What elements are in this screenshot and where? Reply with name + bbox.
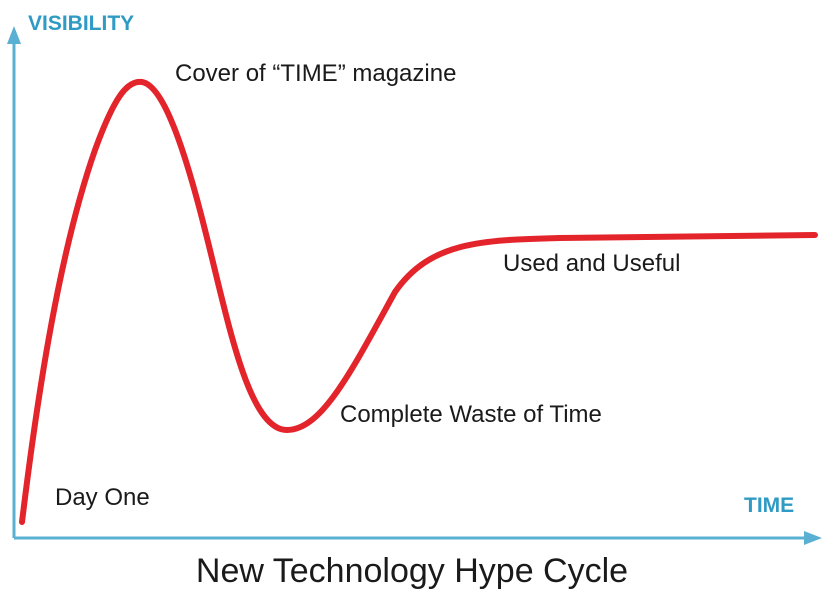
- annotation: Day One: [55, 484, 150, 511]
- x-axis-arrow: [804, 531, 822, 545]
- annotation: Complete Waste of Time: [340, 401, 602, 428]
- annotation: Cover of “TIME” magazine: [175, 60, 456, 87]
- y-axis-label: VISIBILITY: [28, 12, 134, 35]
- diagram-title: New Technology Hype Cycle: [196, 552, 628, 590]
- y-axis-arrow: [7, 26, 21, 44]
- x-axis-label: TIME: [744, 494, 794, 517]
- annotation: Used and Useful: [503, 250, 680, 277]
- hype-curve: [19, 78, 818, 525]
